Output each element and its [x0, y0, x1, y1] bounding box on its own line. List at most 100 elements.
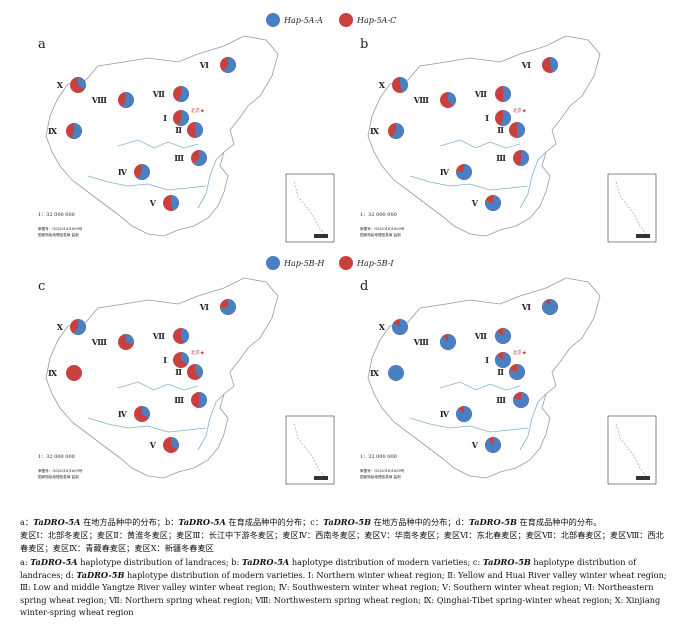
pie-slice-blue: [456, 406, 472, 422]
panel-letter-b: b: [360, 37, 368, 52]
pie-slice-blue: [485, 195, 501, 211]
legend-label-2: Hap-5B-I: [356, 259, 394, 268]
pie-region-2: [187, 364, 203, 380]
inset-boundary: [615, 423, 647, 477]
map-panel-a: a 1：32 000 000 审图号：GS(2016)1609号国家测绘地理信息局 …: [38, 35, 335, 243]
pie-region-8: [440, 334, 456, 350]
river-yangtze: [409, 417, 529, 433]
pie-slice-blue: [517, 122, 525, 138]
region-label-10: Ⅹ: [379, 80, 386, 90]
capital-beijing: 北京★: [513, 107, 527, 114]
pie-region-9: [388, 123, 404, 139]
south-china-sea-inset: [285, 415, 335, 485]
south-china-sea-inset: [607, 173, 657, 243]
region-label-8: Ⅷ: [91, 337, 107, 347]
region-label-5: Ⅴ: [149, 440, 157, 450]
pie-region-8: [440, 92, 456, 108]
map-panel-b: b 1：32 000 000 审图号：GS(2016)1609号国家测绘地理信息局 …: [360, 35, 657, 243]
region-label-2: Ⅱ: [175, 125, 182, 135]
inset-scale-bar: [314, 234, 328, 238]
pie-region-1: [495, 352, 511, 368]
region-label-7: Ⅶ: [474, 89, 487, 99]
caption-cn-c-prefix: c：: [310, 517, 324, 527]
pie-slice-blue: [178, 86, 189, 102]
pie-region-10: [70, 319, 86, 335]
caption-en-a-prefix: a:: [20, 557, 31, 567]
region-label-9: Ⅸ: [370, 368, 379, 378]
legend-swatch-1: [266, 256, 280, 270]
caption-cn-a-text: 在地方品种中的分布；: [80, 517, 165, 527]
coastline: [519, 151, 547, 209]
region-label-8: Ⅷ: [413, 337, 429, 347]
pie-region-4: [134, 164, 150, 180]
pie-slice-blue: [193, 150, 208, 166]
pie-slice-blue: [171, 437, 179, 450]
caption-en-a-text: haplotype distribution of landraces; b:: [77, 557, 242, 567]
pie-slice-blue: [181, 328, 189, 344]
inset-scale-bar: [636, 476, 650, 480]
region-label-2: Ⅱ: [497, 367, 504, 377]
pie-slice-blue: [195, 122, 204, 138]
inset-boundary: [293, 423, 325, 477]
coastline: [519, 393, 547, 451]
pie-region-7: [173, 328, 189, 344]
panel-letter-d: d: [360, 279, 368, 294]
caption-cn-d-prefix: d：: [455, 517, 469, 527]
pie-region-9: [388, 365, 404, 381]
south-china-sea-inset: [607, 415, 657, 485]
pie-region-5: [485, 195, 501, 211]
capital-beijing: 北京★: [191, 107, 205, 114]
pie-slice-blue: [73, 319, 86, 335]
pie-region-7: [173, 86, 189, 102]
map-note-1: 审图号：GS(2016)1609号: [38, 226, 83, 231]
pie-slice-blue: [519, 150, 529, 166]
pie-region-2: [509, 364, 525, 380]
china-outline: [367, 35, 601, 237]
region-label-3: Ⅲ: [174, 153, 184, 163]
pie-slice-blue: [142, 406, 150, 419]
coastline: [197, 393, 225, 451]
pie-region-9: [66, 123, 82, 139]
legend-swatch-2: [339, 13, 353, 27]
pie-region-3: [191, 392, 207, 408]
map-note-1: 审图号：GS(2016)1609号: [360, 226, 405, 231]
capital-beijing: 北京★: [513, 349, 527, 356]
region-label-10: Ⅹ: [57, 80, 64, 90]
scale-text: 1：32 000 000: [360, 212, 397, 218]
pie-slice-blue: [137, 164, 150, 180]
pie-slice-blue: [178, 110, 189, 126]
caption-cn-b-gene: TaDRO-5A: [178, 517, 226, 527]
caption-en-c-text: haplotype distribution of landraces; d:: [20, 557, 637, 580]
caption-cn-d-gene: TaDRO-5B: [468, 517, 517, 527]
map-panel-d: d 1：32 000 000 审图号：GS(2016)1609号国家测绘地理信息局 …: [360, 277, 657, 485]
panel-letter-a: a: [38, 37, 46, 52]
pie-slice-blue: [448, 92, 456, 107]
pie-region-10: [392, 319, 408, 335]
river-yellow: [117, 381, 199, 391]
inset-scale-bar: [636, 234, 650, 238]
map-note-1: 审图号：GS(2016)1609号: [360, 468, 405, 473]
region-label-3: Ⅲ: [496, 395, 506, 405]
region-label-10: Ⅹ: [57, 322, 64, 332]
river-yangtze: [409, 175, 529, 191]
caption-en-b-text: haplotype distribution of modern varieti…: [289, 557, 483, 567]
inset-scale-bar: [314, 476, 328, 480]
caption-english: a: TaDRO-5A haplotype distribution of la…: [20, 556, 670, 619]
river-yellow: [439, 381, 521, 391]
scale-text: 1：32 000 000: [360, 454, 397, 460]
region-label-6: Ⅵ: [521, 302, 531, 312]
region-label-9: Ⅸ: [370, 126, 379, 136]
caption-en-d-text: haplotype distribution of modern varieti…: [20, 569, 667, 618]
map-note-2: 国家测绘地理信息局 监制: [360, 232, 401, 237]
pie-region-3: [513, 150, 529, 166]
map-note-1: 审图号：GS(2016)1609号: [38, 468, 83, 473]
pie-region-5: [485, 437, 501, 453]
legend-label-1: Hap-5A-A: [283, 16, 323, 25]
region-label-10: Ⅹ: [379, 322, 386, 332]
pie-region-7: [495, 328, 511, 344]
china-outline: [45, 277, 279, 479]
region-label-1: Ⅰ: [485, 355, 489, 365]
inset-frame: [285, 415, 335, 485]
region-label-6: Ⅵ: [521, 60, 531, 70]
capital-beijing: 北京★: [191, 349, 205, 356]
